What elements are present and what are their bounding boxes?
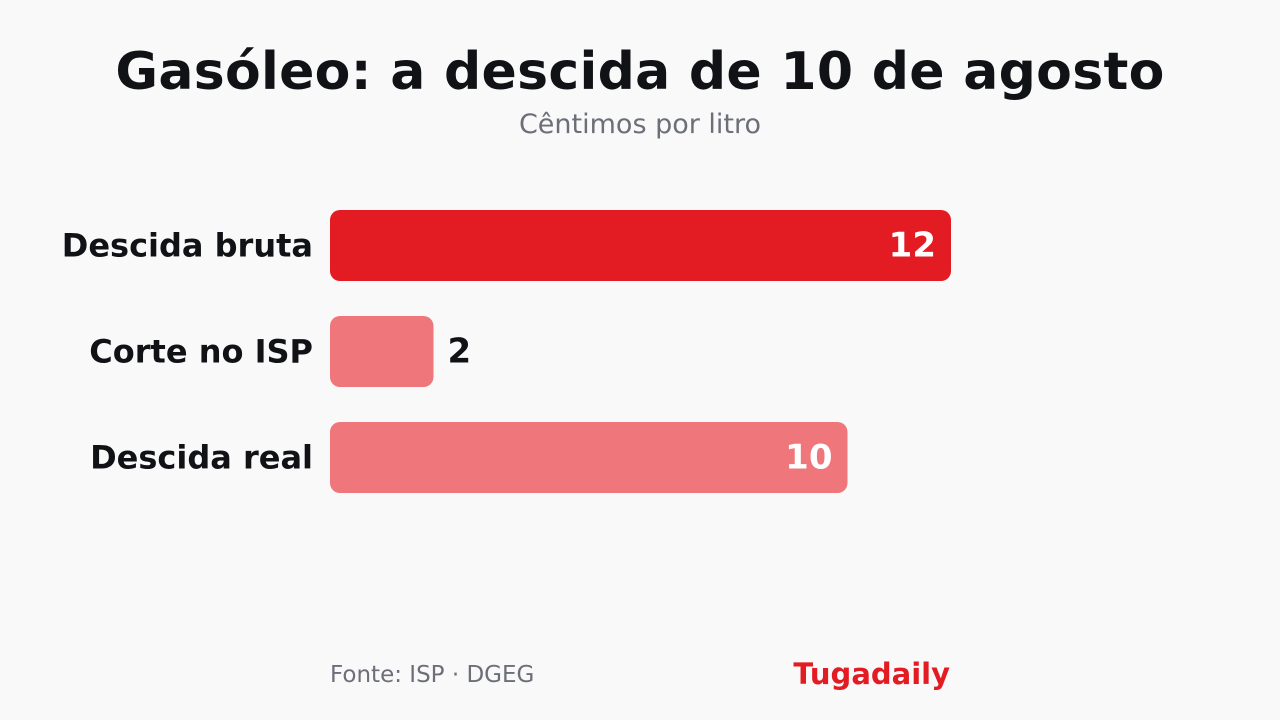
bar <box>330 210 951 281</box>
source-note: Fonte: ISP · DGEG <box>330 662 535 688</box>
category-label: Corte no ISP <box>89 333 313 371</box>
category-label: Descida real <box>90 439 313 477</box>
value-label: 12 <box>889 226 936 266</box>
brand-logo-text: Tugadaily <box>793 657 950 691</box>
bar <box>330 316 434 387</box>
chart-subtitle: Cêntimos por litro <box>518 109 762 140</box>
chart-title: Gasóleo: a descida de 10 de agosto <box>115 42 1165 102</box>
value-label: 10 <box>785 438 832 478</box>
bar <box>330 422 848 493</box>
category-label: Descida bruta <box>62 227 313 265</box>
value-label: 2 <box>448 332 472 372</box>
